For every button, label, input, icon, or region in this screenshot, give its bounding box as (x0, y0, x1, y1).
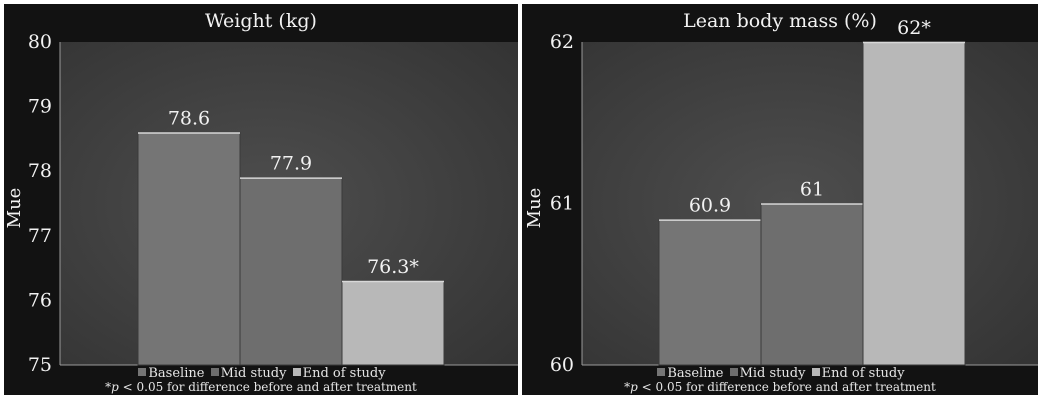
chart-legend: Baseline Mid study End of study (4, 366, 518, 381)
legend-swatch-mid-study (210, 368, 219, 376)
bar-end-of-study (862, 41, 966, 366)
legend-swatch-baseline (657, 368, 666, 376)
chart-title: Weight (kg) (205, 10, 317, 32)
legend-label-mid-study: Mid study (220, 366, 287, 381)
weight-chart: 75 76 77 78 79 80 Mue 78.6 77.9 76.3* (4, 31, 518, 376)
legend-swatch-end-of-study (292, 368, 301, 376)
data-label-baseline: 78.6 (168, 107, 210, 129)
bar-baseline (137, 131, 241, 366)
y-tick-label: 60 (550, 354, 574, 376)
data-label-baseline: 60.9 (689, 195, 731, 217)
legend-label-end-of-study: End of study (821, 366, 905, 381)
legend-swatch-end-of-study (811, 368, 820, 376)
legend-label-baseline: Baseline (148, 366, 205, 381)
significance-footnote: *p < 0.05 for difference before and afte… (624, 380, 936, 394)
legend-label-baseline: Baseline (667, 366, 724, 381)
y-tick-label: 80 (28, 31, 52, 53)
data-label-mid-study: 77.9 (270, 153, 312, 175)
y-axis-label: Mue (4, 188, 25, 229)
y-tick-label: 78 (28, 160, 52, 182)
significance-footnote: *p < 0.05 for difference before and afte… (105, 380, 417, 394)
data-label-mid-study: 61 (800, 179, 824, 201)
lean-body-mass-chart: 60 61 62 Mue 60.9 61 62* (524, 17, 1038, 376)
bar-mid-study (239, 177, 343, 366)
y-tick-label: 77 (28, 225, 52, 247)
y-tick-label: 76 (28, 289, 52, 311)
legend-label-end-of-study: End of study (302, 366, 386, 381)
chart-legend: Baseline Mid study End of study (522, 366, 1038, 381)
data-label-end-of-study: 76.3* (367, 256, 419, 278)
legend-swatch-baseline (138, 368, 147, 376)
chart-title: Lean body mass (%) (683, 10, 877, 32)
legend-label-mid-study: Mid study (739, 366, 806, 381)
legend-swatch-mid-study (729, 368, 738, 376)
y-tick-label: 79 (28, 96, 52, 118)
y-axis-label: Mue (524, 188, 545, 229)
lean-body-mass-chart-panel: Lean body mass (%) 60 61 62 Mue 60.9 61 62* Ba… (522, 4, 1038, 395)
y-tick-label: 61 (550, 193, 574, 215)
data-label-end-of-study: 62* (897, 17, 931, 39)
y-tick-label: 75 (28, 354, 52, 376)
bar-baseline (658, 219, 762, 366)
weight-chart-panel: Weight (kg) 75 76 77 78 79 80 Mue 78.6 77.9 76.3*… (4, 4, 518, 395)
y-tick-label: 62 (550, 31, 574, 53)
bar-mid-study (760, 203, 864, 366)
bar-end-of-study (341, 280, 445, 366)
